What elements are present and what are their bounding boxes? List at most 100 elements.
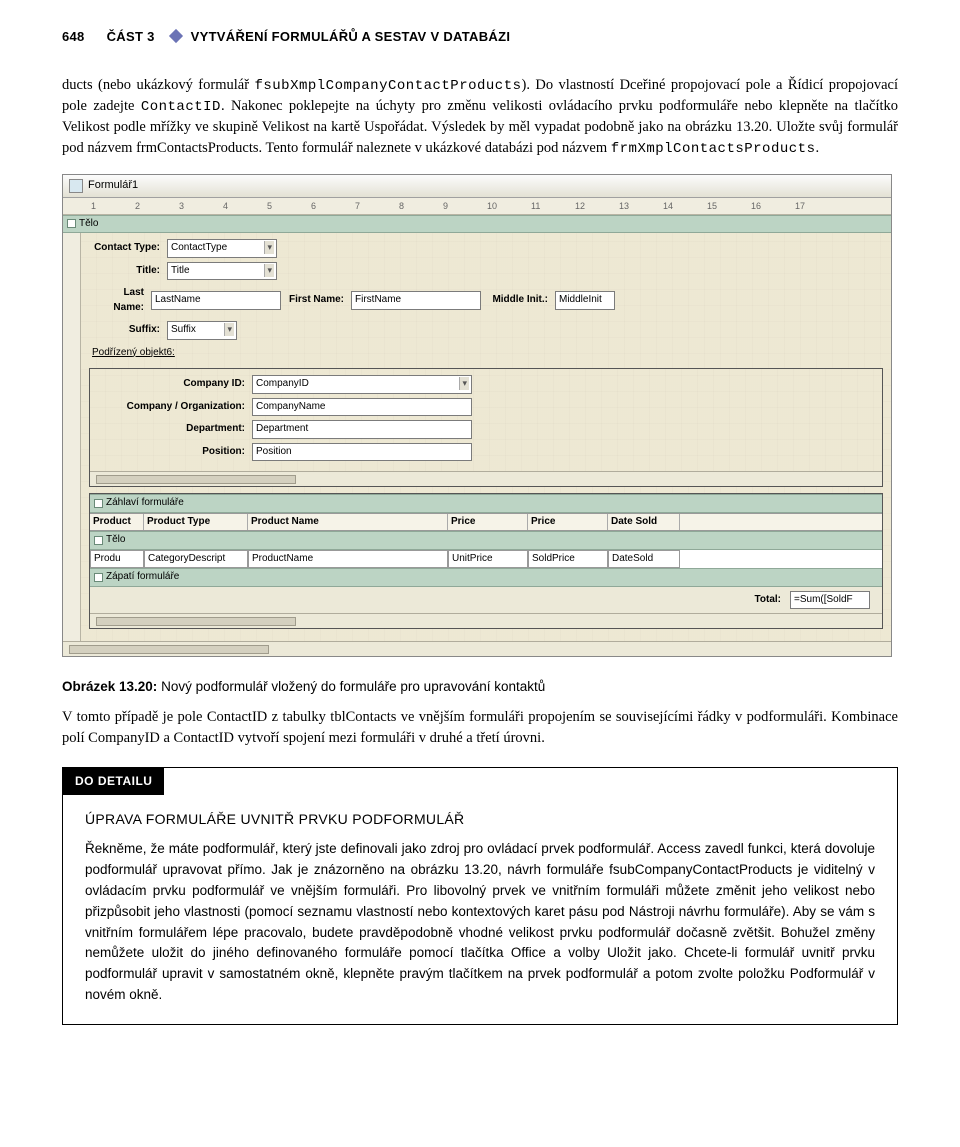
caption-text: Nový podformulář vložený do formuláře pr… bbox=[157, 679, 545, 694]
subform2-hscroll[interactable] bbox=[90, 613, 882, 628]
ruler-mark: 6 bbox=[311, 200, 316, 213]
ruler-mark: 5 bbox=[267, 200, 272, 213]
form-icon bbox=[69, 179, 83, 193]
chapter-title: VYTVÁŘENÍ FORMULÁŘŮ A SESTAV V DATABÁZI bbox=[191, 28, 511, 47]
text-run: . bbox=[815, 140, 819, 156]
field-middleinit[interactable]: MiddleInit bbox=[555, 291, 615, 310]
subform2-col-header: Product bbox=[90, 514, 144, 531]
ruler-mark: 3 bbox=[179, 200, 184, 213]
subform1-label: Department: bbox=[98, 420, 248, 439]
ruler-mark: 15 bbox=[707, 200, 717, 213]
code-run: ContactID bbox=[141, 99, 221, 115]
subform2-field[interactable]: SoldPrice bbox=[528, 550, 608, 569]
subform2-field[interactable]: Produ bbox=[90, 550, 144, 569]
code-run: frmXmplContactsProducts bbox=[611, 141, 816, 157]
subform1-label: Position: bbox=[98, 443, 248, 462]
subform1-field[interactable]: Position bbox=[252, 443, 472, 462]
section-label: Záhlaví formuláře bbox=[106, 496, 184, 511]
subform1-label: Podřízený objekt6: bbox=[89, 344, 178, 363]
field-lastname[interactable]: LastName bbox=[151, 291, 281, 310]
label-contact-type: Contact Type: bbox=[89, 239, 163, 258]
ruler-mark: 7 bbox=[355, 200, 360, 213]
subform2-footer-band: Zápatí formuláře bbox=[90, 568, 882, 587]
label-title: Title: bbox=[89, 262, 163, 281]
design-body: Contact Type: ContactType Title: Title L… bbox=[81, 233, 891, 641]
label-total: Total: bbox=[752, 591, 784, 610]
figure-caption: Obrázek 13.20: Nový podformulář vložený … bbox=[62, 677, 898, 697]
section-label: Zápatí formuláře bbox=[106, 570, 179, 585]
subform2-col-header: Date Sold bbox=[608, 514, 680, 531]
ruler-mark: 11 bbox=[531, 200, 540, 213]
subform2-column-headers: ProductProduct TypeProduct NamePricePric… bbox=[90, 513, 882, 532]
subform2-header-band: Záhlaví formuláře bbox=[90, 494, 882, 513]
page-number: 648 bbox=[62, 28, 85, 47]
detail-body: ÚPRAVA FORMULÁŘE UVNITŘ PRVKU PODFORMULÁ… bbox=[63, 795, 897, 1024]
window-title: Formulář1 bbox=[88, 178, 138, 194]
field-contact-type[interactable]: ContactType bbox=[167, 239, 277, 258]
ruler-mark: 2 bbox=[135, 200, 140, 213]
body-paragraph-1: ducts (nebo ukázkový formulář fsubXmplCo… bbox=[62, 75, 898, 160]
vertical-ruler bbox=[63, 233, 81, 641]
subform2-field[interactable]: CategoryDescript bbox=[144, 550, 248, 569]
subform2-field[interactable]: ProductName bbox=[248, 550, 448, 569]
subform1-field-row: Company / Organization:CompanyName bbox=[98, 398, 874, 417]
ruler-mark: 14 bbox=[663, 200, 673, 213]
outer-hscroll[interactable] bbox=[63, 641, 891, 656]
subform1-field-row: Department:Department bbox=[98, 420, 874, 439]
part-label: ČÁST 3 bbox=[107, 28, 155, 47]
code-run: fsubXmplCompanyContactProducts bbox=[254, 78, 521, 94]
field-row-contact-type: Contact Type: ContactType bbox=[89, 239, 883, 258]
field-row-title: Title: Title bbox=[89, 262, 883, 281]
subform2-field-row: ProduCategoryDescriptProductNameUnitPric… bbox=[90, 550, 882, 569]
window-titlebar: Formulář1 bbox=[63, 175, 891, 198]
subform2-field[interactable]: DateSold bbox=[608, 550, 680, 569]
section-handle-icon bbox=[94, 499, 103, 508]
field-title[interactable]: Title bbox=[167, 262, 277, 281]
ruler-mark: 16 bbox=[751, 200, 761, 213]
subform1-hscroll[interactable] bbox=[90, 471, 882, 486]
subform1-field[interactable]: CompanyName bbox=[252, 398, 472, 417]
body-paragraph-2: V tomto případě je pole ContactID z tabu… bbox=[62, 707, 898, 749]
label-firstname: First Name: bbox=[285, 291, 347, 310]
subform2-col-header: Price bbox=[528, 514, 608, 531]
text-run: ducts (nebo ukázkový formulář bbox=[62, 77, 254, 93]
section-band-body: Tělo bbox=[63, 215, 891, 234]
subform-company[interactable]: Company ID:CompanyID Company / Organizati… bbox=[89, 368, 883, 487]
subform2-field[interactable]: UnitPrice bbox=[448, 550, 528, 569]
ruler-mark: 13 bbox=[619, 200, 629, 213]
section-label: Tělo bbox=[106, 533, 125, 548]
field-row-names: Last Name: LastName First Name: FirstNam… bbox=[89, 284, 883, 317]
ruler-mark: 1 bbox=[91, 200, 96, 213]
field-suffix[interactable]: Suffix bbox=[167, 321, 237, 340]
subform1-label: Company / Organization: bbox=[98, 398, 248, 417]
subform1-field[interactable]: Department bbox=[252, 420, 472, 439]
detail-paragraph: Řekněme, že máte podformulář, který jste… bbox=[85, 839, 875, 1006]
design-surface: Contact Type: ContactType Title: Title L… bbox=[63, 233, 891, 641]
field-row-suffix: Suffix: Suffix bbox=[89, 321, 883, 340]
subform1-field[interactable]: CompanyID bbox=[252, 375, 472, 394]
form-designer-screenshot: Formulář1 1234567891011121314151617 Tělo… bbox=[62, 174, 892, 657]
section-handle-icon bbox=[67, 219, 76, 228]
subform2-col-header: Product Name bbox=[248, 514, 448, 531]
subform2-body-band: Tělo bbox=[90, 531, 882, 550]
subform2-total-row: Total: =Sum([SoldF bbox=[90, 587, 882, 614]
page-header: 648 ČÁST 3 VYTVÁŘENÍ FORMULÁŘŮ A SESTAV … bbox=[62, 28, 898, 47]
detail-callout: DO DETAILU ÚPRAVA FORMULÁŘE UVNITŘ PRVKU… bbox=[62, 767, 898, 1025]
subform1-field-row: Company ID:CompanyID bbox=[98, 375, 874, 394]
horizontal-ruler: 1234567891011121314151617 bbox=[63, 198, 891, 215]
field-total[interactable]: =Sum([SoldF bbox=[790, 591, 870, 610]
detail-tab: DO DETAILU bbox=[63, 768, 164, 795]
ruler-mark: 17 bbox=[795, 200, 805, 213]
ruler-mark: 8 bbox=[399, 200, 404, 213]
subform-products[interactable]: Záhlaví formuláře ProductProduct TypePro… bbox=[89, 493, 883, 629]
detail-heading: ÚPRAVA FORMULÁŘE UVNITŘ PRVKU PODFORMULÁ… bbox=[85, 809, 875, 831]
ruler-mark: 9 bbox=[443, 200, 448, 213]
subform1-field-row: Position:Position bbox=[98, 443, 874, 462]
field-firstname[interactable]: FirstName bbox=[351, 291, 481, 310]
label-lastname: Last Name: bbox=[89, 284, 147, 317]
label-middleinit: Middle Init.: bbox=[485, 291, 551, 310]
ruler-mark: 12 bbox=[575, 200, 585, 213]
section-handle-icon bbox=[94, 573, 103, 582]
ruler-mark: 10 bbox=[487, 200, 497, 213]
section-handle-icon bbox=[94, 536, 103, 545]
